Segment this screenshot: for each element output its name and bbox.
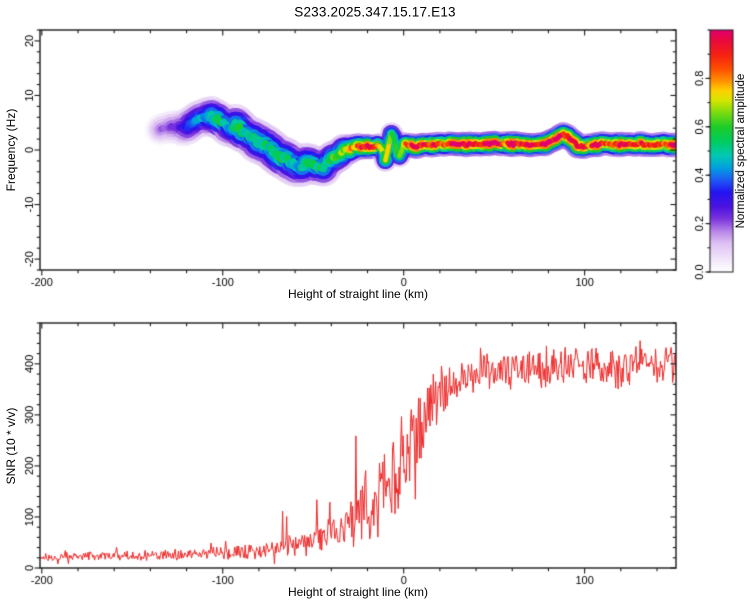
snr-x-axis-label: Height of straight line (km) [287, 585, 429, 599]
spectrogram-y-axis-label: Frequency (Hz) [4, 108, 18, 192]
colorbar-label: Normalized spectral amplitude [735, 73, 747, 229]
figure-title: S233.2025.347.15.17.E13 [294, 4, 456, 20]
snr-y-axis-label: SNR (10 * v/v) [4, 407, 18, 485]
spectrogram-x-axis-label: Height of straight line (km) [287, 287, 429, 301]
